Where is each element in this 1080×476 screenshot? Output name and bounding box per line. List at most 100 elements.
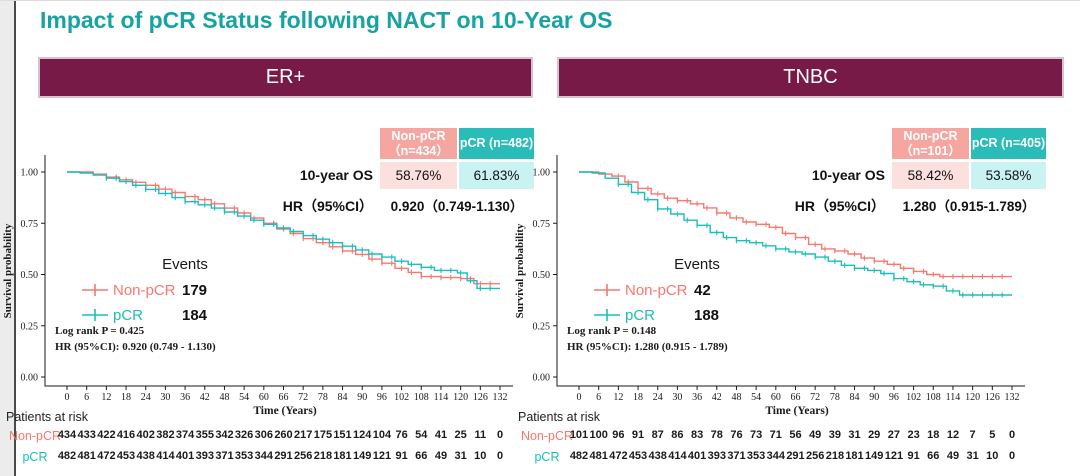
table-header-nonpcr-n: （n=434） [388, 143, 449, 158]
legend-label-nonpcr: Non-pCR [113, 282, 176, 299]
risk-count: 326 [234, 429, 254, 441]
risk-count: 10 [986, 450, 999, 462]
risk-count: 73 [749, 429, 763, 441]
risk-count: 100 [589, 429, 608, 441]
logrank-annotation: Log rank P = 0.425 [55, 325, 145, 337]
risk-count: 175 [313, 429, 333, 441]
axis-lines [44, 155, 513, 387]
risk-count: 83 [690, 429, 704, 441]
table-hr-value: 1.280（0.915-1.789） [902, 199, 1036, 214]
y-tick-label: 0.50 [21, 270, 39, 281]
y-tick-label: 0.00 [21, 373, 39, 384]
x-tick-label: 120 [965, 392, 980, 403]
risk-count: 29 [868, 429, 881, 441]
risk-count: 393 [707, 450, 726, 462]
risk-count: 438 [136, 450, 155, 462]
panel-tnbc: TNBC Survival probability Time (Years) E… [512, 1, 1080, 476]
risk-count: 121 [372, 450, 392, 462]
risk-count: 355 [195, 429, 214, 441]
page-left-gutter [0, 1, 14, 476]
risk-count: 91 [395, 450, 408, 462]
x-tick-label: 84 [850, 392, 860, 403]
risk-count: 49 [946, 450, 960, 462]
risk-count: 56 [789, 429, 802, 441]
risk-count: 481 [589, 450, 608, 462]
risk-count: 344 [254, 450, 273, 462]
risk-count: 10 [474, 450, 487, 462]
table-os-row-label: 10-year OS [299, 167, 373, 183]
risk-count: 217 [294, 429, 313, 441]
table-header-nonpcr: Non-pCR （n=434） [380, 128, 457, 159]
risk-count: 71 [769, 429, 782, 441]
x-tick-label: 36 [692, 392, 702, 403]
risk-count: 482 [57, 450, 77, 462]
risk-count: 31 [848, 429, 861, 441]
risk-row-label-nonpcr: Non-pCR [8, 429, 62, 443]
x-tick-label: 6 [596, 392, 601, 403]
risk-count: 91 [907, 450, 920, 462]
km-curve-non-pcr [579, 171, 1012, 278]
risk-count: 181 [845, 450, 864, 462]
risk-count: 401 [687, 450, 707, 462]
x-tick-label: 96 [889, 392, 899, 403]
risk-count: 149 [865, 450, 884, 462]
table-os-row-label: 10-year OS [811, 167, 885, 183]
km-plot-er: Survival probability Time (Years) Events… [2, 155, 513, 417]
risk-count: 0 [1008, 429, 1016, 441]
legend-label-pcr: pCR [113, 307, 143, 324]
table-header-nonpcr-name: Non-pCR [391, 129, 446, 143]
patients-at-risk-title: Patients at risk [6, 410, 88, 424]
x-axis-label: Time (Years) [765, 405, 829, 417]
risk-count: 371 [215, 450, 234, 462]
x-tick-label: 24 [141, 392, 151, 403]
legend-entry-nonpcr: Non-pCR 42 [594, 282, 711, 299]
x-tick-label: 90 [869, 392, 879, 403]
risk-count: 472 [97, 450, 116, 462]
risk-count: 41 [434, 429, 448, 441]
risk-count: 374 [175, 429, 195, 441]
x-tick-label: 18 [633, 392, 643, 403]
x-tick-label: 114 [434, 392, 449, 403]
risk-row-label-nonpcr: Non-pCR [520, 429, 574, 443]
risk-count: 482 [569, 450, 589, 462]
risk-count: 86 [671, 429, 684, 441]
risk-count: 291 [786, 450, 805, 462]
x-tick-label: 126 [473, 392, 488, 403]
risk-count: 438 [648, 450, 667, 462]
y-tick-label: 0.75 [533, 219, 551, 230]
x-tick-label: 66 [790, 392, 800, 403]
x-tick-label: 114 [946, 392, 961, 403]
x-tick-label: 60 [259, 392, 269, 403]
x-tick-label: 78 [830, 392, 840, 403]
legend-label-nonpcr: Non-pCR [625, 282, 688, 299]
risk-count: 414 [668, 450, 687, 462]
table-header-pcr: pCR (n=482) [459, 128, 534, 159]
risk-count: 393 [195, 450, 214, 462]
risk-count: 416 [116, 429, 136, 441]
table-os-nonpcr-value: 58.42% [892, 162, 969, 189]
risk-count: 181 [333, 450, 352, 462]
x-tick-label: 54 [751, 392, 761, 403]
x-tick-label: 6 [84, 392, 89, 403]
risk-count: 12 [946, 429, 960, 441]
y-tick-label: 0.50 [533, 270, 551, 281]
risk-count: 344 [766, 450, 785, 462]
risk-count: 18 [927, 429, 940, 441]
risk-count: 23 [907, 429, 920, 441]
legend-entry-pcr: pCR 184 [82, 307, 208, 324]
risk-row-label-pcr: pCR [22, 450, 48, 464]
x-tick-label: 0 [577, 392, 582, 403]
risk-count: 291 [274, 450, 293, 462]
km-plot-tnbc: Survival probability Time (Years) Events… [514, 155, 1025, 417]
risk-count: 49 [434, 450, 448, 462]
km-curve-non-pcr [67, 171, 500, 285]
risk-count: 151 [333, 429, 352, 441]
risk-count: 7 [969, 429, 976, 441]
x-tick-label: 12 [101, 392, 111, 403]
table-header-pcr: pCR (n=405) [971, 128, 1046, 159]
page-title: Impact of pCR Status following NACT on 1… [40, 7, 613, 33]
risk-count: 5 [989, 429, 996, 441]
legend-entry-nonpcr: Non-pCR 179 [82, 282, 207, 299]
x-tick-label: 54 [239, 392, 249, 403]
x-tick-label: 126 [985, 392, 1000, 403]
